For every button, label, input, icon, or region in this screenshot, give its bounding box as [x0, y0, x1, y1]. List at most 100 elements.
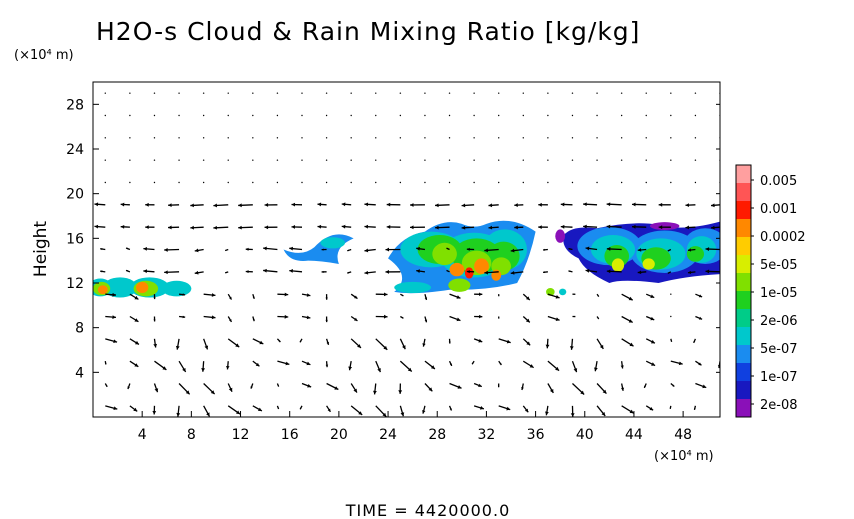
wind-arrowhead — [499, 362, 502, 365]
wind-dot — [670, 137, 672, 139]
wind-dot — [547, 92, 549, 94]
wind-arrowhead — [112, 292, 116, 297]
wind-arrowhead — [573, 368, 578, 373]
wind-dot — [448, 159, 451, 161]
wind-arrowhead — [650, 316, 655, 321]
wind-arrowhead — [385, 247, 390, 252]
wind-arrowhead — [685, 225, 690, 230]
colorbar-label: 1e-07 — [760, 370, 798, 385]
wind-arrowhead — [498, 295, 500, 297]
y-tick-label: 4 — [75, 365, 84, 381]
colorbar-swatch — [736, 219, 751, 238]
wind-dot — [620, 137, 623, 139]
cloud-small — [558, 288, 567, 296]
y-tick-label: 12 — [66, 276, 84, 292]
wind-dot — [104, 137, 106, 139]
wind-arrowhead — [164, 270, 168, 275]
colorbar-swatch — [736, 183, 751, 202]
wind-arrowhead — [422, 343, 426, 347]
wind-dot — [129, 181, 131, 184]
x-tick-label: 40 — [576, 427, 594, 443]
wind-arrowhead — [456, 317, 461, 322]
wind-dot — [424, 114, 426, 117]
wind-arrowhead — [134, 318, 139, 322]
wind-dot — [399, 181, 402, 184]
wind-arrowhead — [658, 225, 663, 230]
wind-arrowhead — [120, 202, 125, 207]
wind-arrow — [719, 294, 720, 295]
wind-dot — [424, 137, 426, 139]
cloud-left — [102, 277, 138, 298]
wind-arrowhead — [568, 248, 571, 250]
wind-arrowhead — [525, 296, 530, 301]
wind-arrowhead — [126, 270, 128, 272]
wind-arrowhead — [134, 340, 139, 345]
wind-dot — [645, 181, 647, 184]
wind-arrowhead — [658, 202, 663, 207]
wind-arrowhead — [257, 407, 262, 411]
wind-arrowhead — [488, 225, 493, 230]
wind-arrowhead — [457, 385, 462, 389]
wind-dot — [276, 137, 279, 139]
wind-dot — [596, 92, 598, 94]
wind-arrowhead — [407, 367, 412, 372]
wind-arrowhead — [317, 224, 322, 229]
wind-dot — [104, 114, 106, 117]
wind-dot — [375, 181, 377, 184]
wind-arrowhead — [168, 203, 172, 208]
wind-dot — [424, 181, 426, 184]
x-tick-label: 44 — [625, 427, 643, 443]
wind-dot — [301, 114, 303, 117]
wind-arrowhead — [687, 270, 692, 274]
wind-arrowhead — [104, 363, 107, 365]
wind-arrowhead — [238, 203, 242, 208]
wind-dot — [301, 137, 303, 139]
wind-dot — [620, 92, 623, 94]
wind-arrowhead — [569, 346, 574, 350]
wind-arrowhead — [428, 387, 433, 392]
wind-dot — [620, 114, 623, 117]
wind-arrowhead — [717, 365, 720, 369]
wind-arrowhead — [568, 270, 571, 273]
wind-dot — [325, 137, 328, 139]
wind-dot — [694, 92, 697, 94]
wind-arrowhead — [606, 202, 611, 207]
wind-arrowhead — [364, 224, 369, 229]
wind-arrowhead — [300, 407, 302, 410]
wind-arrowhead — [497, 385, 500, 388]
cloud-central-core — [449, 262, 465, 277]
wind-arrowhead — [194, 270, 199, 275]
wind-dot — [498, 159, 500, 161]
wind-dot — [252, 137, 254, 139]
wind-arrowhead — [291, 202, 296, 207]
wind-arrowhead — [143, 246, 148, 251]
wind-dot — [645, 114, 647, 117]
colorbar-label: 0.0002 — [760, 230, 806, 245]
wind-arrowhead — [176, 412, 181, 417]
x-tick-label: 28 — [428, 427, 446, 443]
wind-arrowhead — [672, 384, 675, 387]
cloud-central-core — [474, 258, 489, 275]
wind-arrow — [719, 338, 720, 341]
wind-arrowhead — [153, 297, 156, 300]
wind-dot — [399, 92, 402, 94]
wind-dot — [645, 92, 647, 94]
wind-dot — [153, 92, 156, 94]
wind-dot — [498, 92, 500, 94]
x-tick-label: 20 — [330, 427, 348, 443]
wind-arrowhead — [416, 246, 420, 251]
wind-arrowhead — [264, 203, 269, 207]
colorbar-label: 0.001 — [760, 202, 797, 217]
wind-arrowhead — [628, 296, 633, 301]
wind-dot — [670, 114, 672, 117]
wind-arrowhead — [685, 203, 690, 208]
wind-arrowhead — [228, 387, 233, 392]
wind-arrowhead — [354, 317, 358, 321]
wind-arrowhead — [678, 361, 683, 366]
wind-arrowhead — [306, 315, 311, 320]
wind-dot — [571, 92, 574, 94]
x-tick-label: 4 — [138, 427, 147, 443]
wind-arrowhead — [644, 385, 647, 388]
